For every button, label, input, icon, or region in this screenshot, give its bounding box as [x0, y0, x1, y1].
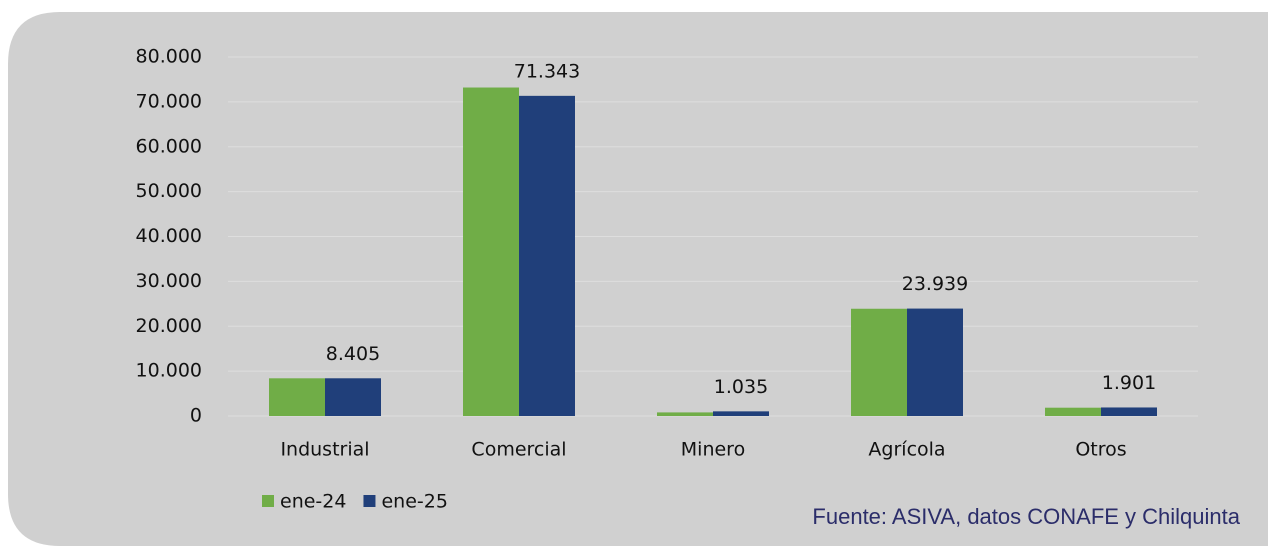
- bar: [325, 378, 381, 416]
- source: Fuente: ASIVA, datos CONAFE y Chilquinta: [812, 504, 1240, 529]
- x-tick-label: Otros: [1075, 439, 1126, 461]
- legend-label: ene-25: [381, 491, 447, 513]
- legend-swatch: [262, 495, 274, 507]
- bar: [713, 411, 769, 416]
- data-label: 8.405: [326, 343, 380, 365]
- x-tick-label: Comercial: [471, 439, 566, 461]
- y-tick-label: 20.000: [136, 315, 202, 337]
- data-label: 23.939: [902, 273, 968, 295]
- y-tick-label: 0: [190, 405, 202, 427]
- bar: [269, 378, 325, 416]
- y-tick-label: 70.000: [136, 90, 202, 112]
- y-tick-label: 40.000: [136, 225, 202, 247]
- bar: [1101, 407, 1157, 416]
- x-tick-label: Minero: [681, 439, 745, 461]
- y-tick-label: 30.000: [136, 270, 202, 292]
- data-label: 1.901: [1102, 372, 1156, 394]
- bar: [463, 87, 519, 416]
- y-tick-label: 80.000: [136, 46, 202, 68]
- bar: [1045, 407, 1101, 416]
- x-tick-label: Agrícola: [868, 439, 945, 461]
- legend-swatch: [363, 495, 376, 507]
- y-tick-label: 50.000: [136, 180, 202, 202]
- bar: [851, 308, 907, 416]
- y-tick-label: 10.000: [136, 360, 202, 382]
- y-tick-label: 60.000: [136, 135, 202, 157]
- data-label: 1.035: [714, 376, 768, 398]
- x-tick-label: Industrial: [280, 439, 369, 461]
- bar: [519, 95, 575, 416]
- data-label: 71.343: [514, 60, 580, 82]
- bar: [907, 308, 963, 416]
- bar: [657, 412, 713, 416]
- legend-label: ene-24: [280, 491, 346, 513]
